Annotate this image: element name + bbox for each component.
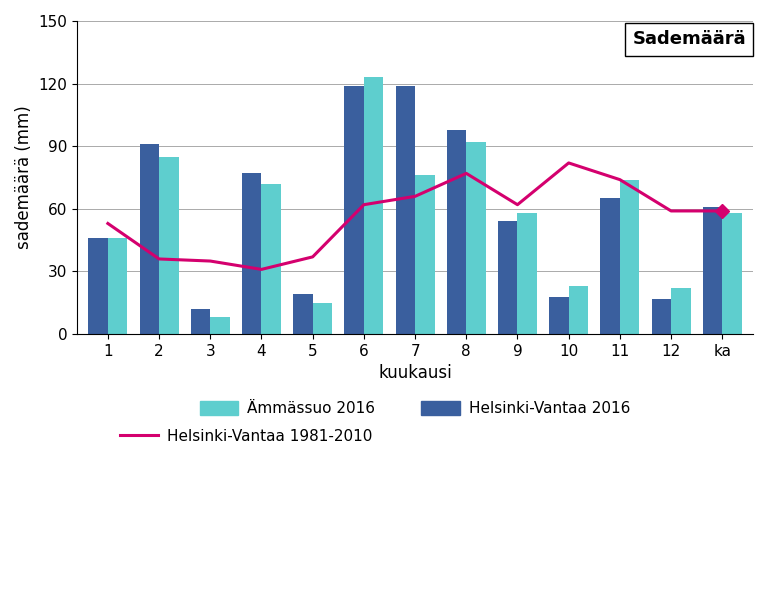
Bar: [261, 184, 281, 334]
Bar: [415, 176, 435, 334]
Bar: [210, 317, 230, 334]
Text: Sademäärä: Sademäärä: [633, 30, 746, 48]
Bar: [549, 297, 568, 334]
Bar: [344, 86, 364, 334]
Bar: [108, 238, 127, 334]
Legend: Helsinki-Vantaa 1981-2010: Helsinki-Vantaa 1981-2010: [114, 423, 379, 450]
Bar: [88, 238, 108, 334]
Bar: [190, 309, 210, 334]
Bar: [159, 157, 178, 334]
Bar: [703, 207, 722, 334]
Bar: [722, 213, 742, 334]
Bar: [620, 180, 639, 334]
Bar: [140, 144, 159, 334]
Bar: [293, 294, 313, 334]
Y-axis label: sademäärä (mm): sademäärä (mm): [15, 106, 33, 249]
Bar: [466, 142, 485, 334]
Bar: [447, 129, 466, 334]
Bar: [601, 199, 620, 334]
Bar: [498, 222, 518, 334]
Bar: [364, 77, 383, 334]
Bar: [518, 213, 537, 334]
Bar: [651, 298, 671, 334]
Bar: [396, 86, 415, 334]
Bar: [242, 173, 261, 334]
X-axis label: kuukausi: kuukausi: [378, 365, 452, 382]
Bar: [671, 288, 690, 334]
Bar: [313, 303, 332, 334]
Bar: [568, 286, 588, 334]
